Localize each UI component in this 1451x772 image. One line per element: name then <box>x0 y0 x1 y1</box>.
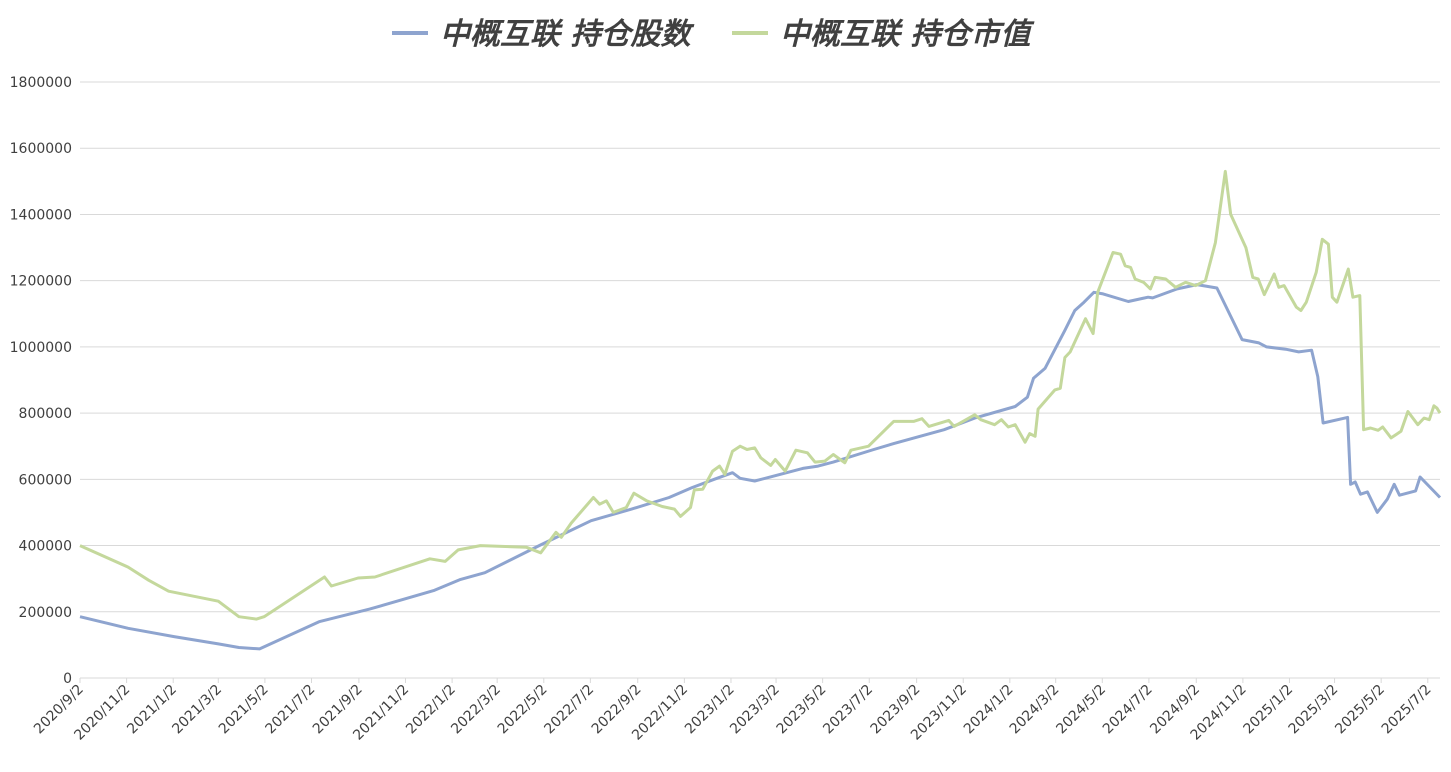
x-tick-label: 2022/3/2 <box>448 682 504 738</box>
y-tick-label: 1200000 <box>10 274 72 290</box>
y-tick-label: 1400000 <box>10 207 72 223</box>
x-tick-label: 2023/3/2 <box>727 682 783 738</box>
series-line <box>79 169 1442 621</box>
y-tick-label: 1600000 <box>10 141 72 157</box>
y-tick-label: 200000 <box>19 605 72 621</box>
x-tick-label: 2021/5/2 <box>216 682 272 738</box>
x-tick-label: 2022/7/2 <box>541 682 597 738</box>
y-tick-label: 0 <box>63 671 72 687</box>
y-tick-label: 1800000 <box>10 75 72 91</box>
x-tick-label: 2021/3/2 <box>169 682 225 738</box>
x-tick-label: 2023/5/2 <box>774 682 830 738</box>
x-tick-label: 2024/7/2 <box>1100 682 1156 738</box>
x-tick-label: 2024/3/2 <box>1007 682 1063 738</box>
y-tick-label: 1000000 <box>10 340 72 356</box>
y-tick-label: 800000 <box>19 406 72 422</box>
x-tick-label: 2022/5/2 <box>495 682 551 738</box>
legend-label: 中概互联 持仓市值 <box>780 17 1035 52</box>
x-tick-label: 2024/5/2 <box>1053 682 1109 738</box>
x-tick-label: 2023/7/2 <box>820 682 876 738</box>
x-tick-label: 2021/7/2 <box>263 682 319 738</box>
x-tick-label: 2025/5/2 <box>1332 682 1388 738</box>
legend-label: 中概互联 持仓股数 <box>440 17 694 52</box>
series-line <box>79 283 1442 651</box>
y-tick-label: 400000 <box>19 539 72 555</box>
x-tick-label: 2025/7/2 <box>1379 682 1435 738</box>
x-tick-label: 2025/3/2 <box>1286 682 1342 738</box>
y-tick-label: 600000 <box>19 472 72 488</box>
